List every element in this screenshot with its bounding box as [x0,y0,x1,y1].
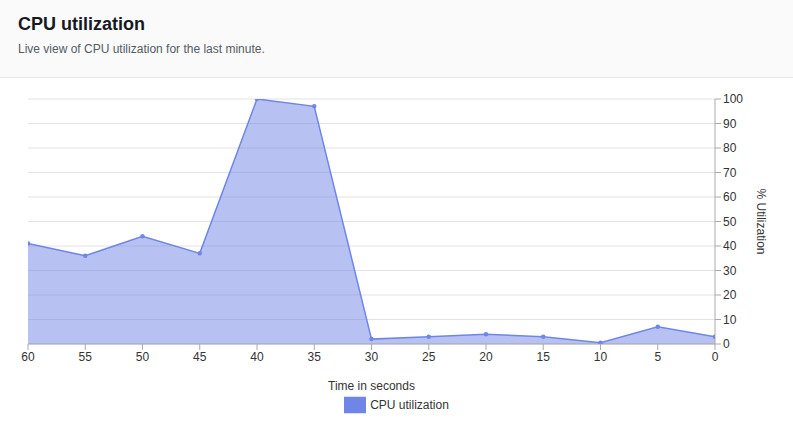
svg-text:25: 25 [422,350,436,364]
svg-text:60: 60 [21,350,35,364]
html-text:Live view of CPU utilization f: Live view of CPU utilization for the las… [18,42,265,56]
svg-text:35: 35 [308,350,322,364]
svg-text:30: 30 [365,350,379,364]
svg-text:0: 0 [712,350,719,364]
svg-text:10: 10 [594,350,608,364]
svg-text:55: 55 [79,350,93,364]
svg-text:15: 15 [537,350,551,364]
svg-text:Time in seconds: Time in seconds [328,379,415,393]
svg-text:10: 10 [723,313,737,327]
svg-text:30: 30 [723,264,737,278]
svg-text:45: 45 [193,350,207,364]
svg-text:0: 0 [723,337,730,351]
svg-text:20: 20 [479,350,493,364]
svg-text:40: 40 [723,239,737,253]
html-text:CPU utilization: CPU utilization [370,398,449,413]
svg-text:60: 60 [723,190,737,204]
svg-text:100: 100 [723,92,743,106]
html-text:CPU utilization: CPU utilization [18,14,145,34]
svg-text:5: 5 [654,350,661,364]
svg-text:70: 70 [723,166,737,180]
svg-text:40: 40 [250,350,264,364]
svg-text:20: 20 [723,288,737,302]
svg-text:50: 50 [723,215,737,229]
svg-text:% Utilization: % Utilization [754,188,768,254]
svg-text:50: 50 [136,350,150,364]
svg-text:80: 80 [723,141,737,155]
svg-text:90: 90 [723,117,737,131]
